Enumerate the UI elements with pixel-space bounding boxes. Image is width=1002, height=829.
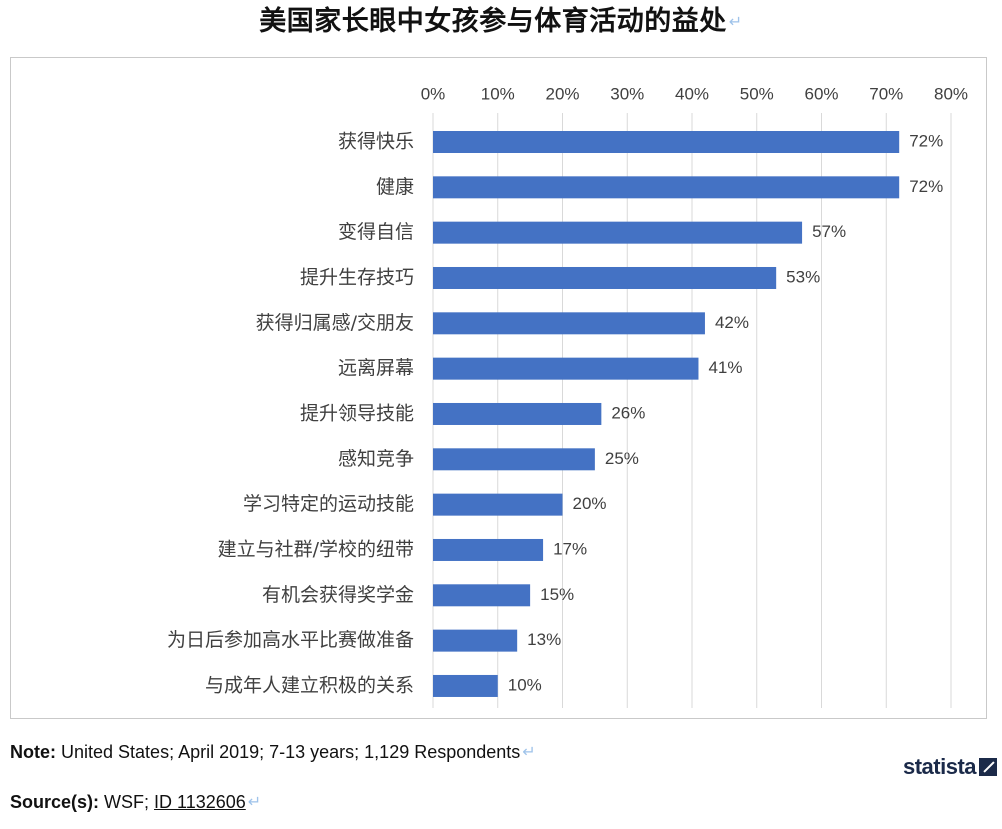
note-label: Note: <box>10 742 56 762</box>
return-mark-icon: ↵ <box>728 12 743 31</box>
category-label: 建立与社群/学校的纽带 <box>218 538 414 560</box>
bar <box>433 131 900 153</box>
source-line: Source(s): WSF; ID 1132606 ↵ <box>10 792 261 813</box>
source-id-link[interactable]: ID 1132606 <box>154 792 246 812</box>
category-label: 获得归属感/交朋友 <box>256 312 414 334</box>
statista-logo-icon <box>979 758 998 776</box>
category-label: 获得快乐 <box>338 131 414 153</box>
data-label: 41% <box>708 358 742 377</box>
return-mark-icon: ↵ <box>247 794 262 811</box>
data-label: 57% <box>812 222 846 241</box>
x-tick-label: 70% <box>869 84 903 103</box>
bar <box>433 312 705 335</box>
x-tick-label: 30% <box>610 84 644 103</box>
data-label: 26% <box>611 403 645 422</box>
category-label: 健康 <box>376 176 414 198</box>
x-tick-label: 80% <box>934 84 968 103</box>
source-label: Source(s): <box>10 792 100 812</box>
chart-title-text: 美国家长眼中女孩参与体育活动的益处 <box>259 6 727 37</box>
bar <box>433 221 803 244</box>
data-label: 53% <box>786 267 820 286</box>
bar <box>433 266 777 289</box>
data-label: 25% <box>605 449 639 468</box>
data-label: 17% <box>553 539 587 558</box>
bar-chart: 0% 10% 20% 30% 40% 50% 60% 70% 80% 获得快乐 72% 健康 72% 变得… <box>167 84 968 708</box>
category-label: 远离屏幕 <box>338 357 414 379</box>
category-label: 为日后参加高水平比赛做准备 <box>167 629 414 651</box>
source-text: WSF; <box>99 792 155 812</box>
category-label: 变得自信 <box>338 221 414 243</box>
data-label: 15% <box>540 585 574 604</box>
chart-frame: 0% 10% 20% 30% 40% 50% 60% 70% 80% 获得快乐 72% 健康 72% 变得… <box>10 57 987 719</box>
bar <box>433 176 900 199</box>
bar <box>433 674 498 697</box>
bar <box>433 584 531 607</box>
bar <box>433 357 699 380</box>
data-label: 13% <box>527 630 561 649</box>
x-tick-label: 10% <box>481 84 515 103</box>
return-mark-icon: ↵ <box>522 744 536 761</box>
bar <box>433 448 595 471</box>
bar <box>433 538 544 561</box>
category-label: 感知竞争 <box>338 448 414 470</box>
x-tick-label: 60% <box>804 84 838 103</box>
note-line: Note: United States; April 2019; 7-13 ye… <box>10 742 536 763</box>
data-label: 20% <box>573 494 607 513</box>
bar <box>433 493 563 516</box>
chart-title: 美国家长眼中女孩参与体育活动的益处 ↵ <box>0 2 1002 42</box>
x-tick-label: 40% <box>675 84 709 103</box>
category-label: 提升生存技巧 <box>300 266 414 288</box>
data-label: 10% <box>508 675 542 694</box>
x-tick-label: 0% <box>421 84 446 103</box>
bar <box>433 629 518 652</box>
category-label: 提升领导技能 <box>300 402 414 424</box>
note-text: United States; April 2019; 7-13 years; 1… <box>56 742 521 762</box>
x-tick-label: 20% <box>545 84 579 103</box>
data-label: 42% <box>715 313 749 332</box>
data-label: 72% <box>909 131 943 150</box>
statista-logo-text: statista <box>903 754 977 779</box>
data-label: 72% <box>909 177 943 196</box>
bar <box>433 402 602 425</box>
category-label: 学习特定的运动技能 <box>243 493 414 515</box>
x-tick-label: 50% <box>740 84 774 103</box>
category-label: 有机会获得奖学金 <box>262 584 414 606</box>
category-label: 与成年人建立积极的关系 <box>205 674 414 696</box>
statista-logo[interactable]: statista <box>903 752 998 782</box>
